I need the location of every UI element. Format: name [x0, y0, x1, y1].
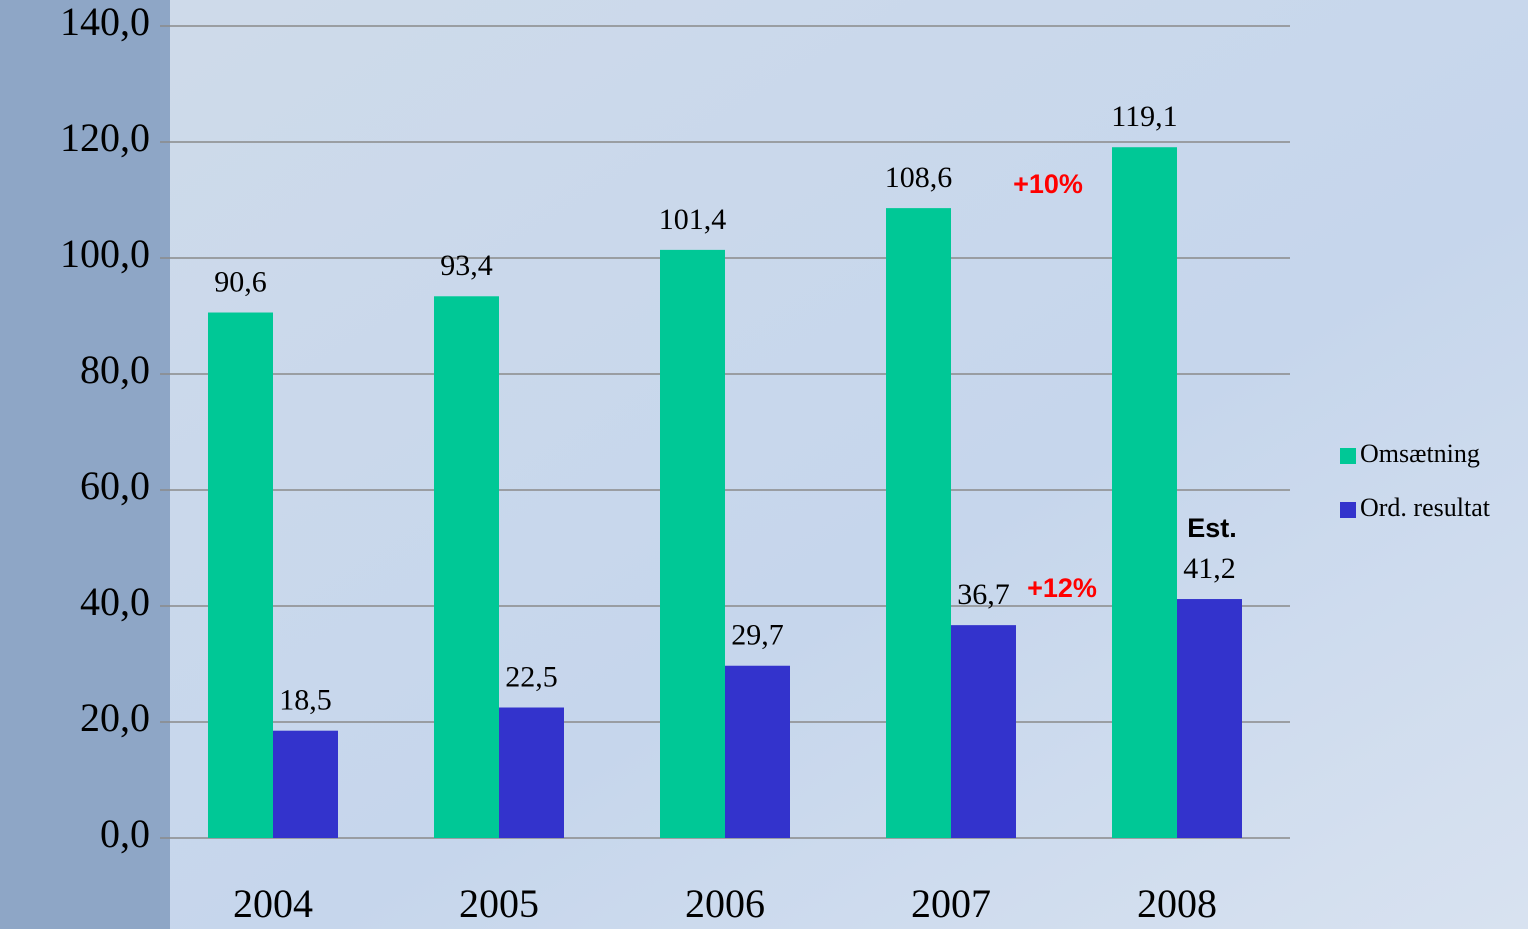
bar [499, 707, 564, 838]
y-tick-label: 20,0 [80, 695, 150, 740]
y-tick-label: 100,0 [60, 231, 150, 276]
legend-swatch [1340, 448, 1356, 464]
y-tick-label: 0,0 [100, 811, 150, 856]
value-label: 41,2 [1183, 552, 1236, 585]
value-label: 29,7 [731, 619, 784, 652]
value-label: 18,5 [279, 684, 332, 717]
y-tick-label: 80,0 [80, 347, 150, 392]
x-tick-label: 2004 [233, 881, 313, 926]
y-tick-label: 40,0 [80, 579, 150, 624]
x-tick-label: 2007 [911, 881, 991, 926]
annotation: +10% [1013, 169, 1083, 199]
y-tick-label: 140,0 [60, 0, 150, 44]
bar [725, 665, 790, 838]
legend-swatch [1340, 502, 1356, 518]
y-tick-label: 60,0 [80, 463, 150, 508]
value-label: 101,4 [659, 203, 727, 236]
side-strip [0, 0, 170, 929]
x-tick-label: 2008 [1137, 881, 1217, 926]
value-label: 108,6 [885, 161, 953, 194]
bar [660, 249, 725, 838]
value-label: 93,4 [440, 249, 493, 282]
bar [1112, 147, 1177, 839]
legend-label: Omsætning [1360, 439, 1480, 468]
value-label: 22,5 [505, 660, 558, 693]
bar [951, 625, 1016, 838]
annotation: +12% [1027, 573, 1097, 603]
x-tick-label: 2006 [685, 881, 765, 926]
bar [886, 208, 951, 838]
value-label: 90,6 [214, 265, 267, 298]
bar [434, 296, 499, 838]
y-tick-label: 120,0 [60, 115, 150, 160]
value-label: 119,1 [1111, 100, 1177, 133]
bar [273, 730, 338, 838]
legend-label: Ord. resultat [1360, 493, 1491, 522]
annotation: Est. [1187, 513, 1237, 543]
x-tick-label: 2005 [459, 881, 539, 926]
bar [1177, 599, 1242, 838]
value-label: 36,7 [957, 578, 1010, 611]
bar [208, 312, 273, 838]
